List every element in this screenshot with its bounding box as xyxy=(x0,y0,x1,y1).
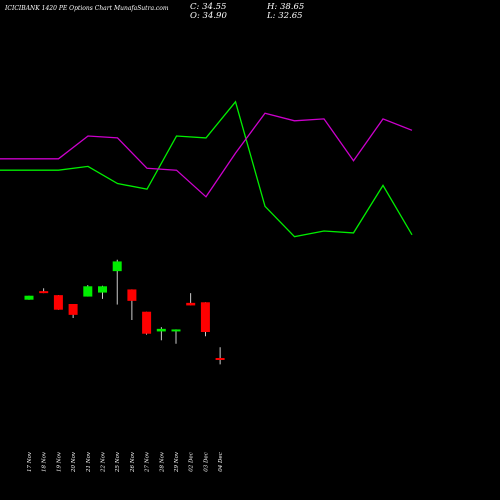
candle-25-nov xyxy=(112,259,122,305)
x-tick-label: 20 Nov xyxy=(71,451,77,473)
x-tick-label: 27 Nov xyxy=(145,451,151,473)
high-value: H: 38.65 xyxy=(267,2,305,12)
ohlc-high-low: H: 38.65 L: 32.65 xyxy=(267,3,304,21)
candle-body xyxy=(68,304,78,315)
x-tick-label: 17 Nov xyxy=(27,451,33,472)
ohlc-close-open: C: 34.55 O: 34.90 xyxy=(190,3,227,21)
x-tick-label: 21 Nov xyxy=(86,451,92,473)
candle-body xyxy=(215,358,225,360)
open-value: O: 34.90 xyxy=(190,11,227,21)
candle-body xyxy=(156,328,166,332)
candle-21-nov xyxy=(83,285,93,297)
candle-29-nov xyxy=(171,329,181,344)
candle-02-dec xyxy=(186,293,196,306)
x-tick-label: 18 Nov xyxy=(42,451,48,472)
candle-body xyxy=(186,302,196,306)
candle-28-nov xyxy=(156,327,166,341)
x-tick-label: 29 Nov xyxy=(174,451,180,473)
low-value: L: 32.65 xyxy=(267,11,303,21)
candle-body xyxy=(39,291,49,294)
series-line-2 xyxy=(0,112,413,198)
x-tick-label: 03 Dec xyxy=(203,452,209,472)
x-tick-label: 26 Nov xyxy=(130,451,136,473)
candle-body xyxy=(83,286,93,297)
candle-body xyxy=(171,329,181,332)
candle-body xyxy=(200,302,210,332)
x-tick-label: 22 Nov xyxy=(101,451,107,473)
candle-body xyxy=(127,289,137,301)
candle-18-nov xyxy=(39,288,49,294)
x-tick-label: 25 Nov xyxy=(115,451,121,473)
x-tick-label: 04 Dec xyxy=(218,452,224,472)
candle-17-nov xyxy=(24,295,34,300)
candle-body xyxy=(24,295,34,300)
candle-26-nov xyxy=(127,289,137,320)
x-tick-label: 02 Dec xyxy=(189,452,195,472)
candle-body xyxy=(142,311,152,334)
candle-22-nov xyxy=(98,285,107,299)
candle-20-nov xyxy=(68,304,78,318)
close-value: C: 34.55 xyxy=(190,2,227,12)
chart-title: ICICIBANK 1420 PE Options Chart MunafaSu… xyxy=(5,5,169,12)
candle-19-nov xyxy=(53,295,63,310)
x-tick-label: 28 Nov xyxy=(159,451,165,473)
candle-27-nov xyxy=(142,311,152,335)
candle-04-dec xyxy=(215,347,225,365)
candle-03-dec xyxy=(200,302,210,337)
candle-body xyxy=(53,295,63,310)
candle-body xyxy=(98,286,107,293)
x-tick-label: 19 Nov xyxy=(56,451,62,472)
candle-body xyxy=(112,261,122,272)
series-line-1 xyxy=(0,100,413,238)
